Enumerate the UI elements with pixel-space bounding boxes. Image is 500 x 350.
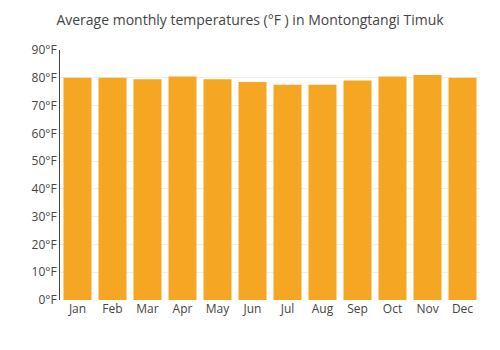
svg-text:Average monthly temperatures (: Average monthly temperatures (°F ) in Mo… xyxy=(56,10,444,29)
svg-text:40°F: 40°F xyxy=(32,180,57,197)
svg-text:Aug: Aug xyxy=(312,300,334,317)
svg-text:70°F: 70°F xyxy=(32,97,57,114)
svg-text:Jun: Jun xyxy=(243,300,262,317)
svg-text:20°F: 20°F xyxy=(32,236,57,253)
svg-text:80°F: 80°F xyxy=(32,69,57,86)
svg-text:Dec: Dec xyxy=(452,300,473,317)
svg-text:Mar: Mar xyxy=(136,300,158,317)
svg-text:Jan: Jan xyxy=(68,300,86,317)
svg-text:60°F: 60°F xyxy=(32,125,57,142)
svg-text:50°F: 50°F xyxy=(32,152,57,169)
svg-text:May: May xyxy=(206,300,230,317)
svg-text:90°F: 90°F xyxy=(32,41,57,58)
svg-text:Sep: Sep xyxy=(347,300,368,317)
svg-text:Feb: Feb xyxy=(102,300,122,317)
svg-text:30°F: 30°F xyxy=(32,208,57,225)
svg-text:Nov: Nov xyxy=(416,300,438,317)
svg-text:10°F: 10°F xyxy=(32,263,57,280)
svg-text:0°F: 0°F xyxy=(38,291,56,308)
svg-text:Oct: Oct xyxy=(383,300,402,317)
svg-text:Apr: Apr xyxy=(173,300,193,317)
svg-text:Jul: Jul xyxy=(280,300,295,317)
